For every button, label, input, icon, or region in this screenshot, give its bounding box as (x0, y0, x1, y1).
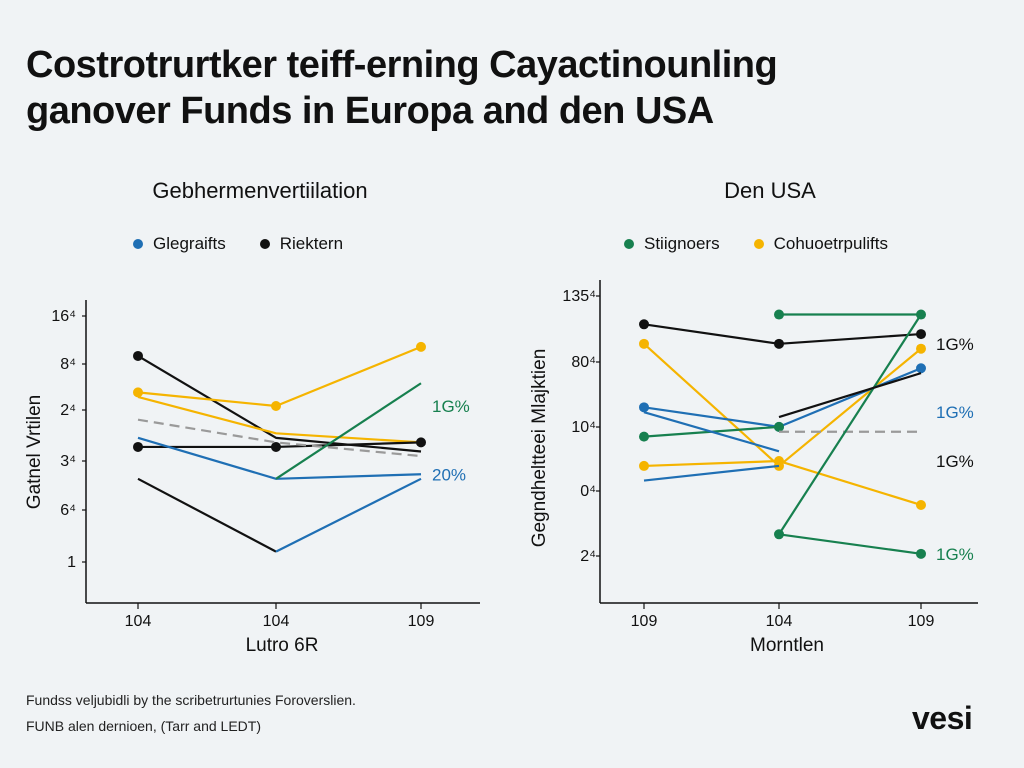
data-point (271, 441, 281, 452)
data-point (916, 499, 926, 510)
series-line (275, 477, 422, 553)
left-chart-legend: Glegraifts Riektern (133, 234, 343, 254)
legend-item: Glegraifts (133, 234, 226, 254)
series-line (137, 355, 422, 453)
x-tick-label: 109 (908, 613, 935, 630)
y-tick-label: 3⁴ (60, 453, 76, 470)
chart-title: Costrotrurtker teiff-erning Cayactinounl… (26, 42, 1006, 134)
data-label: 1G% (936, 335, 974, 354)
series-line (643, 411, 780, 453)
data-point (916, 329, 926, 340)
y-axis-title: Gegndheltteei Mlajktien (529, 349, 550, 548)
x-tick-label: 104 (125, 613, 152, 630)
right-chart-title: Den USA (724, 178, 816, 203)
x-tick-label: 109 (631, 613, 658, 630)
data-point (916, 343, 926, 354)
legend-swatch (259, 239, 270, 249)
series-line (778, 372, 922, 419)
legend-label: Stiignoers (644, 234, 720, 253)
data-point (639, 338, 649, 349)
series-line (778, 313, 922, 535)
data-point (133, 387, 143, 398)
legend-swatch (133, 239, 143, 249)
y-tick-label: 6⁴ (60, 502, 76, 519)
title-line-1: Costrotrurtker teiff-erning Cayactinounl… (26, 44, 778, 86)
series-line (137, 395, 422, 444)
data-point (916, 363, 926, 374)
series-line (275, 382, 422, 480)
x-axis-title: Morntlen (750, 635, 824, 656)
y-tick-label: 80⁴ (571, 354, 596, 371)
data-point (916, 548, 926, 559)
x-tick-label: 109 (408, 613, 435, 630)
data-point (774, 338, 784, 349)
data-point (774, 421, 784, 432)
y-axis-title: Gatnel Vrtilen (24, 395, 45, 509)
data-point (774, 309, 784, 320)
legend-label: Cohuoetrpulifts (773, 234, 888, 253)
data-point (271, 401, 281, 411)
y-tick-label: 2⁴ (60, 402, 76, 419)
data-point (774, 456, 784, 467)
y-tick-label: 8⁴ (60, 356, 76, 373)
legend-swatch (753, 239, 764, 249)
series-line (137, 345, 422, 408)
x-tick-label: 104 (766, 613, 793, 630)
left-chart-title: Gebhermenvertiilation (152, 178, 368, 203)
data-label: 1G% (936, 452, 974, 471)
y-tick-label: 16⁴ (51, 308, 76, 325)
data-label: 1G% (936, 545, 974, 564)
y-tick-label: 135⁴ (562, 288, 596, 305)
y-tick-label: 2⁴ (580, 548, 596, 565)
data-point (639, 402, 649, 413)
footnote-source: Fundss veljubidli by the scribetrurtunie… (26, 692, 356, 708)
data-point (416, 341, 426, 352)
data-point (639, 431, 649, 442)
x-tick-label: 104 (263, 613, 290, 630)
title-line-2: ganover Funds in Europa and den USA (26, 90, 714, 132)
series-line (137, 477, 277, 553)
x-axis-title: Lutro 6R (246, 635, 319, 656)
data-point (133, 441, 143, 452)
legend-item: Riektern (259, 234, 344, 254)
series-line (643, 343, 922, 468)
data-label: 1G% (936, 403, 974, 422)
legend-item: Stiignoers (624, 234, 720, 254)
data-point (416, 437, 426, 448)
data-label: 20% (432, 465, 466, 484)
y-tick-label: 10⁴ (571, 419, 596, 436)
y-tick-label: 1 (67, 554, 76, 571)
data-point (639, 460, 649, 471)
series-line (643, 464, 780, 482)
legend-swatch (624, 239, 634, 249)
legend-label: Glegraifts (153, 234, 226, 253)
legend-label: Riektern (279, 234, 344, 253)
footnote-note: FUNB alen dernioen, (Tarr and LEDT) (26, 718, 261, 734)
brand-logo: vesi (912, 700, 973, 736)
y-tick-label: 0⁴ (580, 483, 596, 500)
data-point (639, 319, 649, 330)
data-point (133, 350, 143, 361)
series-line (778, 533, 922, 555)
data-label: 1G% (432, 397, 470, 416)
legend-item: Cohuoetrpulifts (753, 234, 888, 254)
right-chart-legend: Stiignoers Cohuoetrpulifts (624, 234, 888, 254)
